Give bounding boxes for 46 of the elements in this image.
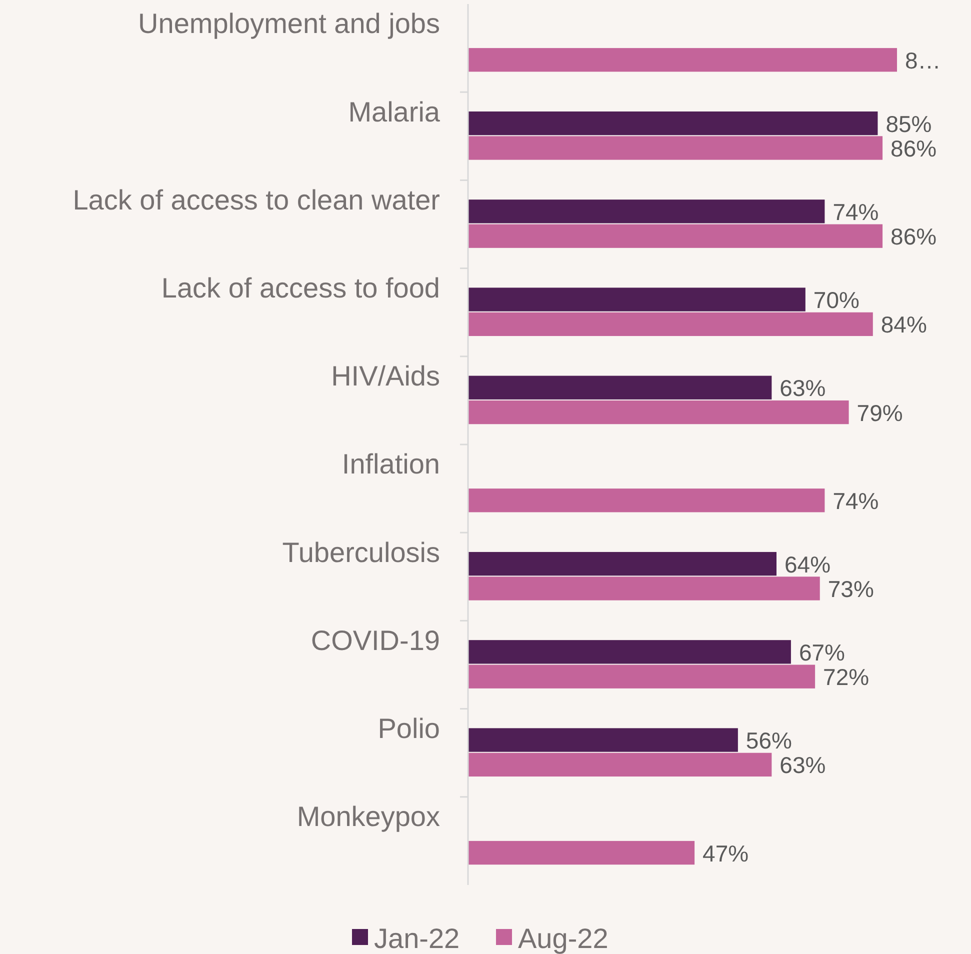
bar	[468, 376, 772, 400]
bar	[468, 576, 820, 600]
bar	[468, 752, 772, 777]
y-tick-label: Lack of access to clean water	[72, 184, 440, 216]
bar	[468, 488, 825, 512]
y-tick-label: HIV/Aids	[331, 360, 440, 392]
bar	[468, 728, 738, 752]
data-label: 63%	[780, 752, 826, 778]
data-label: 8…	[905, 47, 941, 74]
data-label: 79%	[856, 400, 903, 426]
bar	[468, 200, 825, 224]
y-tick-label: Lack of access to food	[161, 272, 440, 304]
y-tick-label: Polio	[378, 712, 440, 744]
data-label: 72%	[823, 664, 870, 690]
y-tick-label: Unemployment and jobs	[138, 8, 440, 40]
data-label: 84%	[880, 312, 927, 338]
data-label: 47%	[702, 840, 749, 866]
bar	[468, 111, 878, 136]
bar	[468, 136, 883, 160]
bar	[468, 288, 806, 312]
y-tick-label: Malaria	[348, 96, 440, 128]
bar	[468, 312, 873, 336]
bar	[468, 400, 849, 424]
bar	[468, 640, 791, 664]
data-label: 56%	[746, 728, 792, 754]
data-label: 86%	[890, 224, 937, 250]
bar	[468, 664, 816, 688]
bar	[468, 224, 883, 248]
bar	[468, 48, 897, 72]
data-label: 63%	[780, 375, 826, 402]
y-tick-label: Tuberculosis	[282, 536, 440, 568]
y-tick-label: Inflation	[342, 448, 440, 480]
y-tick-label: COVID-19	[310, 624, 440, 656]
data-label: 64%	[784, 551, 831, 578]
data-label: 73%	[828, 576, 874, 602]
y-tick-label: Monkeypox	[296, 801, 440, 832]
data-label: 67%	[798, 639, 845, 666]
legend-label: Jan-22	[374, 922, 460, 954]
data-label: 70%	[813, 287, 860, 314]
data-label: 74%	[832, 198, 879, 225]
data-label: 85%	[886, 110, 932, 137]
data-label: 74%	[832, 488, 879, 514]
legend-label: Aug-22	[518, 922, 608, 954]
data-label: 86%	[890, 136, 937, 162]
bar	[468, 840, 695, 865]
bar	[468, 552, 776, 576]
